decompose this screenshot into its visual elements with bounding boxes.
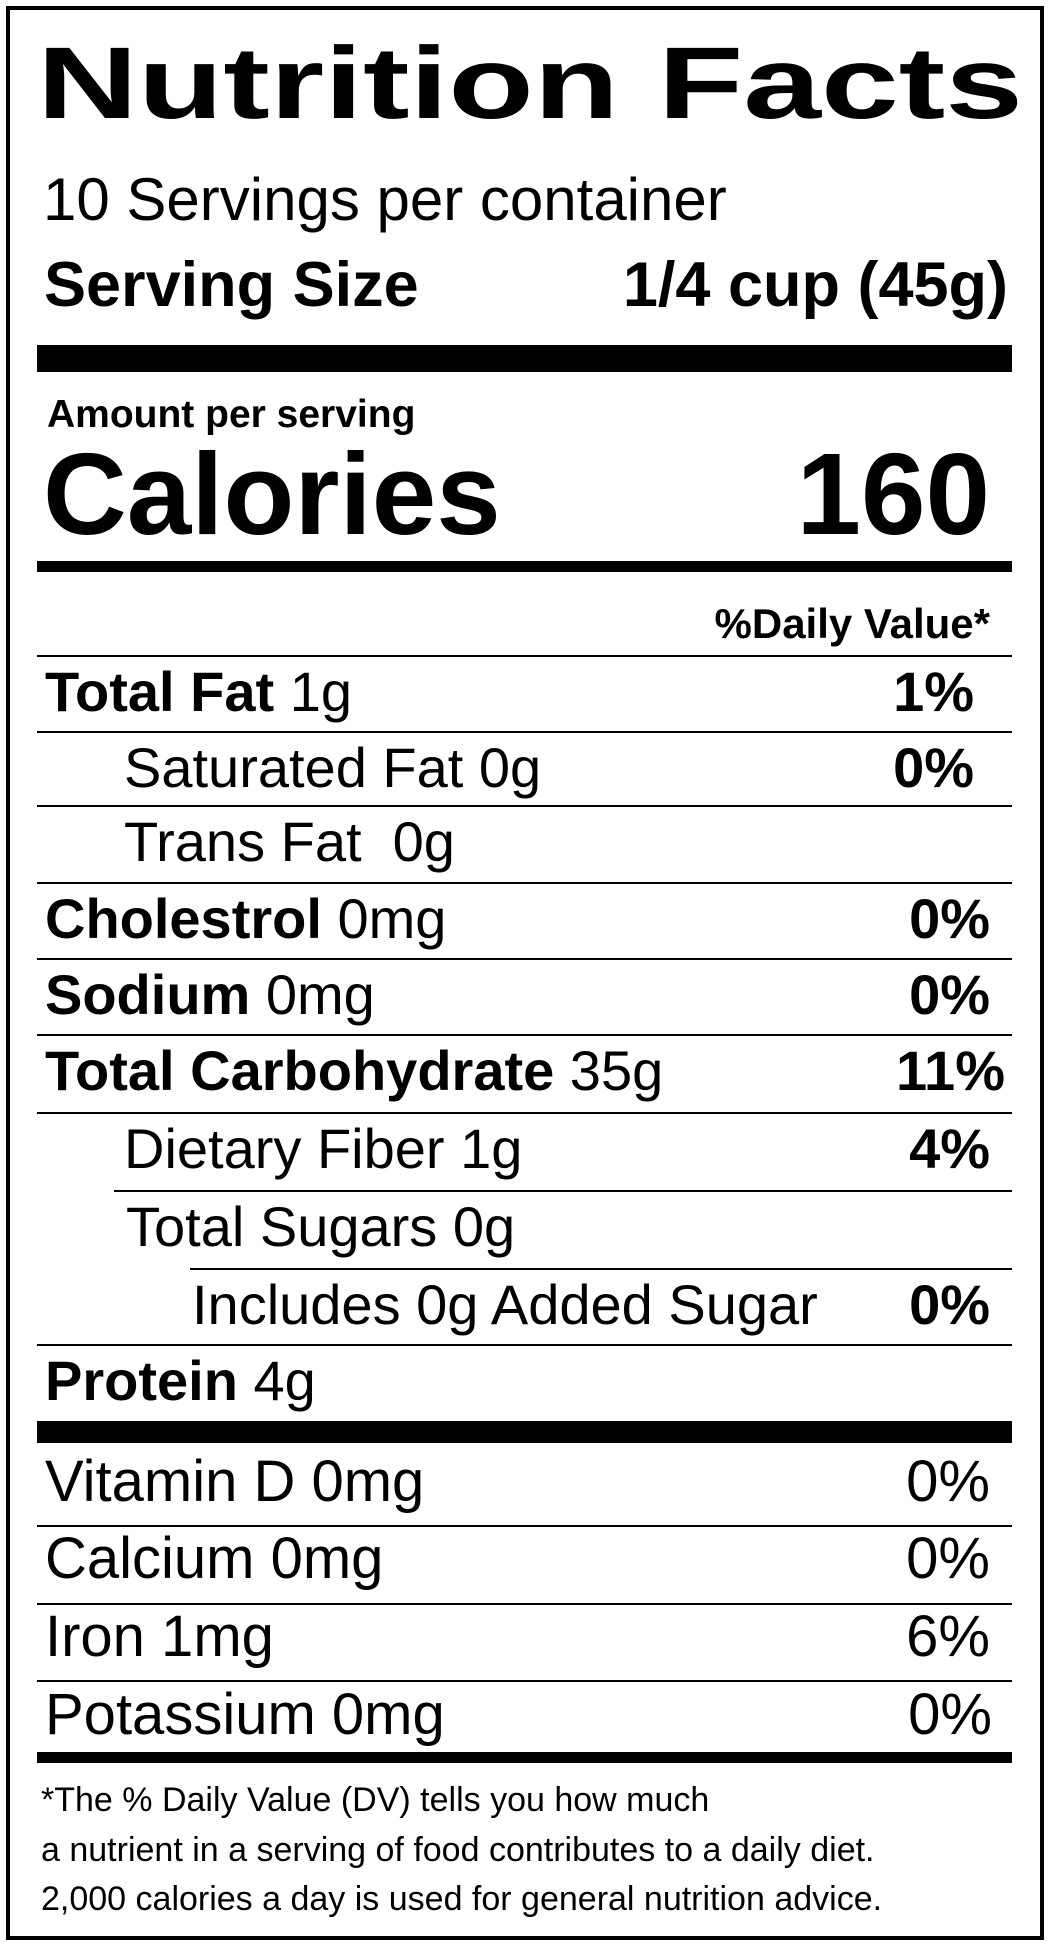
nutrient-name: Cholestrol bbox=[45, 887, 322, 950]
nutrient-amount: Includes 0g Added Sugar bbox=[192, 1273, 818, 1336]
nutrient-daily-value: 0% bbox=[893, 736, 974, 799]
nutrient-row: Saturated Fat 0g bbox=[124, 740, 541, 796]
thick-divider bbox=[37, 1421, 1012, 1443]
row-divider bbox=[37, 882, 1012, 884]
nutrient-row: Total Fat 1g bbox=[45, 664, 352, 720]
daily-value-header: %Daily Value* bbox=[714, 600, 990, 647]
footnote-line: *The % Daily Value (DV) tells you how mu… bbox=[41, 1781, 710, 1819]
vitamin-daily-value: 6% bbox=[906, 1604, 990, 1669]
row-divider bbox=[37, 805, 1012, 807]
nutrient-row: Includes 0g Added Sugar bbox=[192, 1277, 818, 1333]
row-divider bbox=[37, 1112, 1012, 1114]
nutrient-daily-value: 0% bbox=[909, 963, 990, 1026]
servings-per-container: 10 Servings per container bbox=[43, 166, 727, 233]
vitamin-daily-value: 0% bbox=[906, 1449, 990, 1514]
serving-size-value: 1/4 cup (45g) bbox=[622, 250, 1008, 320]
nutrient-amount: 1g bbox=[274, 660, 353, 723]
serving-size-label: Serving Size bbox=[44, 250, 419, 320]
nutrient-amount: Trans Fat 0g bbox=[124, 810, 455, 873]
nutrient-row: Cholestrol 0mg bbox=[45, 891, 446, 947]
nutrient-row: Protein 4g bbox=[45, 1353, 316, 1409]
nutrient-amount: 4g bbox=[237, 1349, 316, 1412]
row-divider bbox=[37, 731, 1012, 733]
row-divider bbox=[37, 655, 1012, 657]
nutrient-daily-value: 1% bbox=[893, 660, 974, 723]
medium-divider bbox=[37, 1752, 1012, 1763]
nutrient-amount: 35g bbox=[554, 1039, 664, 1102]
nutrient-amount: 0mg bbox=[321, 887, 447, 950]
vitamin-label: Potassium 0mg bbox=[45, 1682, 445, 1747]
nutrient-amount: 0mg bbox=[250, 963, 375, 1026]
nutrient-amount: Saturated Fat 0g bbox=[124, 736, 542, 799]
nutrient-name: Sodium bbox=[45, 963, 251, 1026]
nutrient-amount: Dietary Fiber 1g bbox=[124, 1117, 523, 1180]
label-border bbox=[6, 6, 1044, 1940]
row-divider bbox=[190, 1268, 1012, 1270]
nutrient-daily-value: 0% bbox=[909, 887, 990, 950]
row-divider bbox=[37, 958, 1012, 960]
vitamin-label: Vitamin D 0mg bbox=[45, 1449, 425, 1514]
row-divider bbox=[37, 1525, 1012, 1527]
medium-divider bbox=[37, 561, 1012, 572]
nutrient-daily-value: 0% bbox=[909, 1273, 990, 1336]
row-divider bbox=[37, 1603, 1012, 1605]
nutrient-row: Trans Fat 0g bbox=[124, 814, 455, 870]
nutrient-daily-value: 11% bbox=[896, 1039, 1005, 1102]
vitamin-daily-value: 0% bbox=[906, 1526, 990, 1591]
row-divider bbox=[114, 1190, 1012, 1192]
nutrient-name: Protein bbox=[45, 1349, 238, 1412]
nutrient-row: Total Sugars 0g bbox=[126, 1199, 515, 1255]
nutrient-row: Total Carbohydrate 35g bbox=[45, 1043, 663, 1099]
nutrient-amount: Total Sugars 0g bbox=[126, 1195, 516, 1258]
row-divider bbox=[37, 1344, 1012, 1346]
vitamin-label: Calcium 0mg bbox=[45, 1526, 384, 1591]
row-divider bbox=[37, 1034, 1012, 1036]
nutrient-row: Sodium 0mg bbox=[45, 967, 375, 1023]
calories-value: 160 bbox=[796, 429, 990, 559]
nutrient-daily-value: 4% bbox=[909, 1117, 990, 1180]
calories-label: Calories bbox=[43, 429, 501, 559]
nutrient-row: Dietary Fiber 1g bbox=[124, 1121, 522, 1177]
footnote-line: 2,000 calories a day is used for general… bbox=[41, 1880, 883, 1918]
vitamin-daily-value: 0% bbox=[908, 1682, 992, 1747]
footnote-line: a nutrient in a serving of food contribu… bbox=[41, 1831, 875, 1869]
label-title: Nutrition Facts bbox=[37, 26, 1023, 140]
row-divider bbox=[37, 1680, 1012, 1682]
nutrient-name: Total Fat bbox=[45, 660, 275, 723]
thick-divider bbox=[37, 345, 1012, 372]
vitamin-label: Iron 1mg bbox=[45, 1604, 274, 1669]
nutrient-name: Total Carbohydrate bbox=[45, 1039, 555, 1102]
amount-per-serving: Amount per serving bbox=[47, 393, 416, 436]
